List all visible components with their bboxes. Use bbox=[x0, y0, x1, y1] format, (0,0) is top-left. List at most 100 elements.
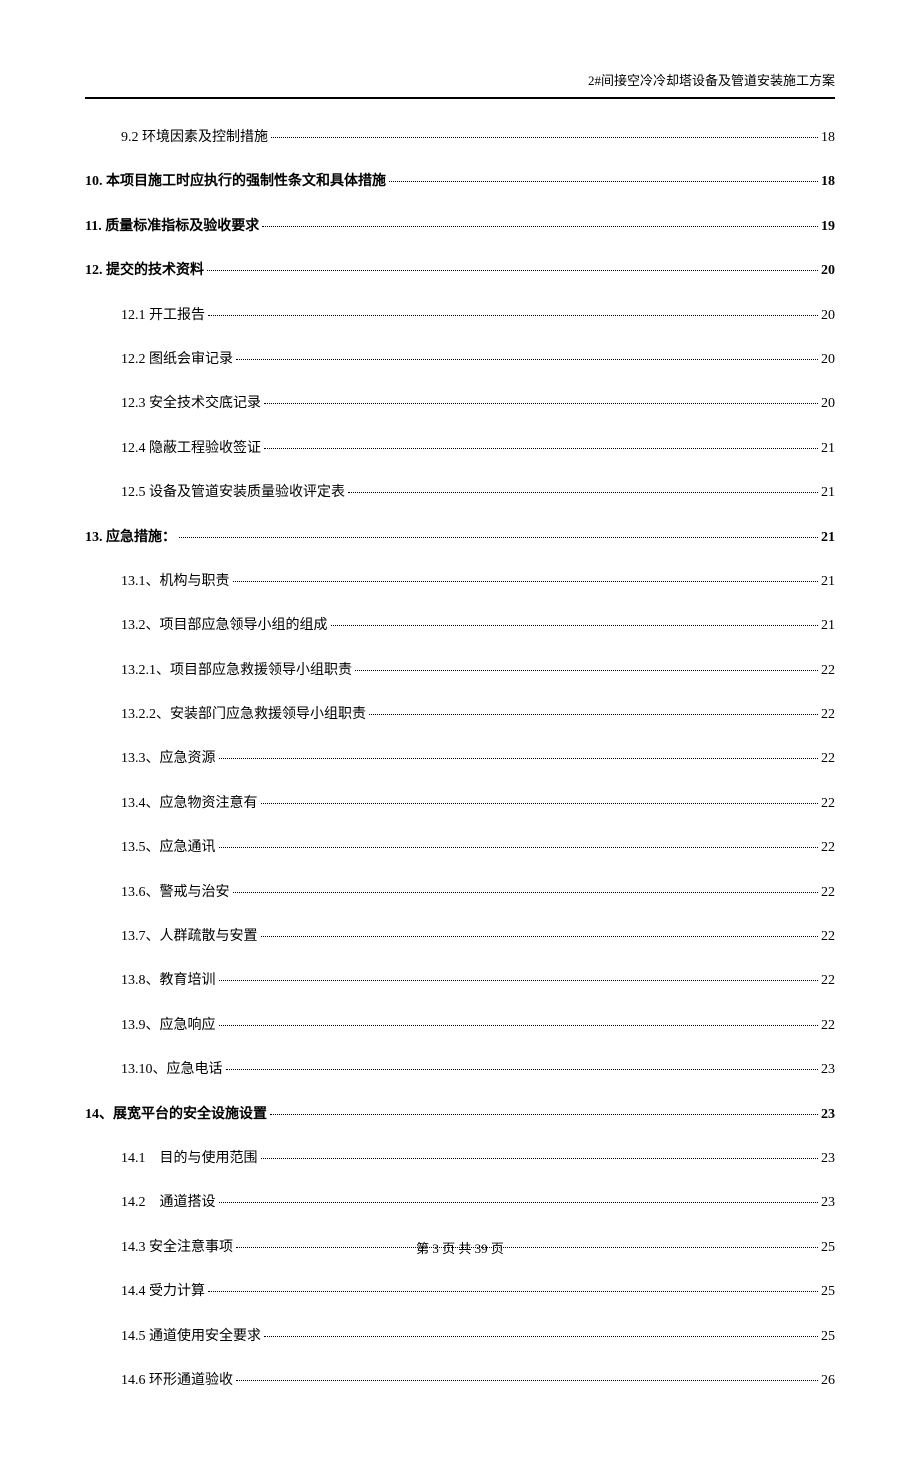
toc-item-label: 10. 本项目施工时应执行的强制性条文和具体措施 bbox=[85, 171, 386, 193]
toc-item: 12.2 图纸会审记录 20 bbox=[121, 349, 835, 371]
toc-leader-dots bbox=[261, 936, 819, 937]
toc-item-label: 13.4、应急物资注意有 bbox=[121, 793, 258, 815]
toc-item: 14.2 通道搭设 23 bbox=[121, 1192, 835, 1214]
toc-item: 12.5 设备及管道安装质量验收评定表21 bbox=[121, 482, 835, 504]
toc-item-page: 20 bbox=[821, 260, 835, 282]
toc-item-label: 12.3 安全技术交底记录 bbox=[121, 393, 261, 415]
toc-item-page: 22 bbox=[821, 748, 835, 770]
toc-leader-dots bbox=[219, 1025, 819, 1026]
toc-leader-dots bbox=[236, 1380, 818, 1381]
toc-item: 13.4、应急物资注意有22 bbox=[121, 793, 835, 815]
toc-item-label: 12.1 开工报告 bbox=[121, 305, 205, 327]
toc-item-label: 13.2、项目部应急领导小组的组成 bbox=[121, 615, 328, 637]
toc-item-page: 22 bbox=[821, 882, 835, 904]
toc-item-page: 22 bbox=[821, 704, 835, 726]
toc-item-label: 13.1、机构与职责 bbox=[121, 571, 230, 593]
toc-leader-dots bbox=[219, 1202, 819, 1203]
toc-item-page: 23 bbox=[821, 1148, 835, 1170]
toc-item: 10. 本项目施工时应执行的强制性条文和具体措施18 bbox=[85, 171, 835, 193]
toc-item-label: 13.7、人群疏散与安置 bbox=[121, 926, 258, 948]
toc-item-label: 12. 提交的技术资料 bbox=[85, 260, 204, 282]
toc-item: 13.7、人群疏散与安置 22 bbox=[121, 926, 835, 948]
header-divider bbox=[85, 97, 835, 99]
toc-item-label: 14、展宽平台的安全设施设置 bbox=[85, 1104, 267, 1126]
toc-item: 13.6、警戒与治安 22 bbox=[121, 882, 835, 904]
toc-item-label: 13.2.2、安装部门应急救援领导小组职责 bbox=[121, 704, 366, 726]
toc-leader-dots bbox=[219, 758, 819, 759]
page-footer: 第 3 页 共 39 页 bbox=[0, 1238, 920, 1257]
toc-item: 13.10、应急电话 23 bbox=[121, 1059, 835, 1081]
toc-item: 9.2 环境因素及控制措施18 bbox=[121, 127, 835, 149]
toc-item: 14、展宽平台的安全设施设置 23 bbox=[85, 1104, 835, 1126]
toc-item-label: 14.6 环形通道验收 bbox=[121, 1370, 233, 1392]
toc-item-page: 21 bbox=[821, 482, 835, 504]
header-title: 2#间接空冷冷却塔设备及管道安装施工方案 bbox=[85, 70, 835, 89]
toc-item-page: 22 bbox=[821, 1015, 835, 1037]
toc-item-page: 23 bbox=[821, 1192, 835, 1214]
toc-leader-dots bbox=[226, 1069, 819, 1070]
toc-item-label: 13.8、教育培训 bbox=[121, 970, 216, 992]
toc-leader-dots bbox=[219, 847, 819, 848]
toc-leader-dots bbox=[389, 181, 818, 182]
toc-item: 14.4 受力计算 25 bbox=[121, 1281, 835, 1303]
toc-item-label: 9.2 环境因素及控制措施 bbox=[121, 127, 268, 149]
toc-item-label: 13.10、应急电话 bbox=[121, 1059, 223, 1081]
toc-item-page: 21 bbox=[821, 438, 835, 460]
toc-item-page: 22 bbox=[821, 660, 835, 682]
toc-item-page: 19 bbox=[821, 216, 835, 238]
toc-item: 14.6 环形通道验收26 bbox=[121, 1370, 835, 1392]
toc-leader-dots bbox=[219, 980, 819, 981]
toc-leader-dots bbox=[331, 625, 819, 626]
toc-leader-dots bbox=[264, 1336, 818, 1337]
toc-leader-dots bbox=[236, 359, 818, 360]
toc-item: 14.5 通道使用安全要求 25 bbox=[121, 1326, 835, 1348]
toc-item-page: 21 bbox=[821, 615, 835, 637]
toc-item-page: 20 bbox=[821, 393, 835, 415]
toc-leader-dots bbox=[264, 448, 818, 449]
toc-item: 12. 提交的技术资料 20 bbox=[85, 260, 835, 282]
toc-item: 14.1 目的与使用范围 23 bbox=[121, 1148, 835, 1170]
toc-item-page: 20 bbox=[821, 305, 835, 327]
toc-leader-dots bbox=[264, 403, 818, 404]
toc-item: 13.8、教育培训 22 bbox=[121, 970, 835, 992]
toc-item-label: 12.2 图纸会审记录 bbox=[121, 349, 233, 371]
toc-item-label: 12.4 隐蔽工程验收签证 bbox=[121, 438, 261, 460]
toc-item-label: 13.5、应急通讯 bbox=[121, 837, 216, 859]
toc-item-label: 14.2 通道搭设 bbox=[121, 1192, 216, 1214]
toc-item: 13. 应急措施：21 bbox=[85, 527, 835, 549]
toc-item-page: 20 bbox=[821, 349, 835, 371]
toc-item: 13.2、项目部应急领导小组的组成 21 bbox=[121, 615, 835, 637]
toc-item: 11. 质量标准指标及验收要求 19 bbox=[85, 216, 835, 238]
toc-item-page: 22 bbox=[821, 970, 835, 992]
toc-item-label: 13.6、警戒与治安 bbox=[121, 882, 230, 904]
toc-item-page: 23 bbox=[821, 1104, 835, 1126]
toc-item-label: 13.3、应急资源 bbox=[121, 748, 216, 770]
toc-item-label: 11. 质量标准指标及验收要求 bbox=[85, 216, 259, 238]
toc-item-page: 25 bbox=[821, 1281, 835, 1303]
toc-item-page: 22 bbox=[821, 926, 835, 948]
toc-item: 12.1 开工报告 20 bbox=[121, 305, 835, 327]
toc-item-page: 21 bbox=[821, 527, 835, 549]
toc-item-page: 22 bbox=[821, 837, 835, 859]
toc-leader-dots bbox=[208, 1291, 818, 1292]
toc-leader-dots bbox=[233, 892, 819, 893]
toc-item-label: 14.5 通道使用安全要求 bbox=[121, 1326, 261, 1348]
toc-item-page: 23 bbox=[821, 1059, 835, 1081]
toc-item: 13.5、应急通讯 22 bbox=[121, 837, 835, 859]
toc-leader-dots bbox=[271, 137, 818, 138]
toc-leader-dots bbox=[270, 1114, 818, 1115]
toc-item-label: 14.4 受力计算 bbox=[121, 1281, 205, 1303]
toc-item-page: 25 bbox=[821, 1326, 835, 1348]
toc-leader-dots bbox=[207, 270, 818, 271]
toc-item-label: 13.9、应急响应 bbox=[121, 1015, 216, 1037]
toc-item: 13.1、机构与职责 21 bbox=[121, 571, 835, 593]
toc-leader-dots bbox=[261, 803, 819, 804]
toc-item-label: 14.1 目的与使用范围 bbox=[121, 1148, 258, 1170]
toc-leader-dots bbox=[369, 714, 818, 715]
toc-leader-dots bbox=[208, 315, 818, 316]
toc-item-label: 13.2.1、项目部应急救援领导小组职责 bbox=[121, 660, 352, 682]
toc-leader-dots bbox=[179, 537, 818, 538]
toc-item: 13.9、应急响应 22 bbox=[121, 1015, 835, 1037]
toc-item-page: 21 bbox=[821, 571, 835, 593]
toc-item: 12.4 隐蔽工程验收签证 21 bbox=[121, 438, 835, 460]
